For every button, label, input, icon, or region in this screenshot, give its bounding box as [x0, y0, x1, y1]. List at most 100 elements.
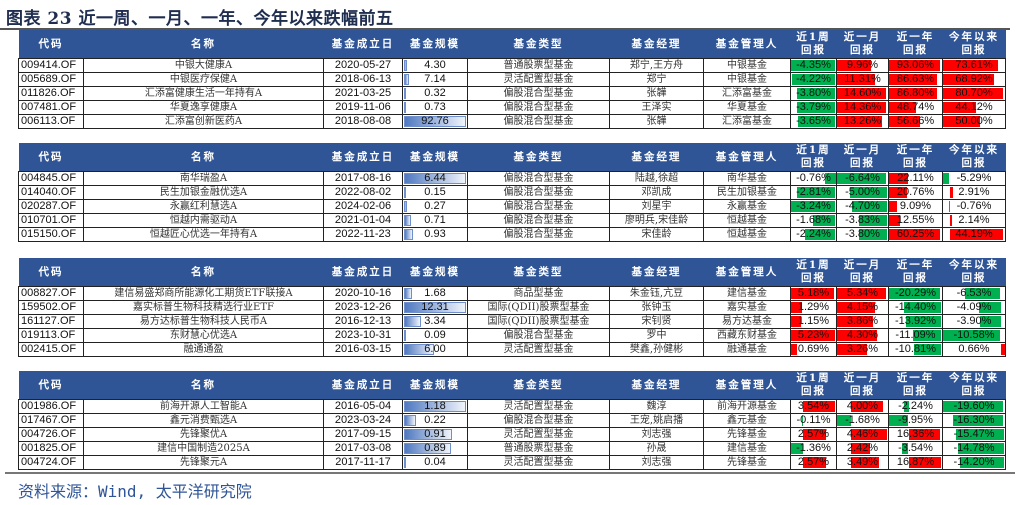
cell-value: -5.00% [845, 186, 880, 199]
cell-fund-company: 先锋基金 [703, 427, 791, 442]
cell-fund-size: 92.76 [402, 114, 468, 129]
cell-fund-manager: 樊鑫,孙健彬 [609, 342, 704, 357]
cell-value: -11.09% [895, 329, 936, 342]
cell-fund-manager: 郑宁 [609, 72, 704, 87]
table-row: 017467.OF 鑫元消费甄选A 2023-03-24 0.22 偏股混合型基金 王宠,… [18, 413, 1006, 428]
negative-return-bar [837, 415, 851, 426]
positive-return-bar [889, 201, 897, 212]
table-row: 007481.OF 华夏逸享健康A 2019-11-06 0.73 偏股混合型基金 王泽实… [18, 100, 1006, 115]
fund-size-bar [404, 330, 406, 341]
cell-fund-type: 普通股票型基金 [467, 58, 610, 73]
cell-value: 华夏基金 [727, 102, 767, 113]
cell-fund-manager: 张韡 [609, 86, 704, 101]
cell-return-1w: -2.81% [790, 185, 837, 200]
cell-value: 86.80% [896, 87, 935, 100]
cell-value: 2017-08-16 [334, 172, 392, 185]
cell-fund-manager: 罗中 [609, 328, 704, 343]
cell-value: 汇添富基金 [722, 88, 772, 99]
cell-fund-type: 偏股混合型基金 [467, 185, 610, 200]
table-row: 005689.OF 中银医疗保健A 2018-06-13 7.14 灵活配置型基金 郑宁 中… [18, 72, 1006, 87]
cell-return-1w: 1.15% [790, 314, 837, 329]
cell-value: -4.70% [845, 200, 880, 213]
cell-value: 3.49% [846, 456, 879, 469]
cell-value: 恒越基金 [727, 229, 767, 240]
header-fund-company: 基金管理人 [703, 371, 791, 400]
cell-value: 2024-02-06 [334, 200, 392, 213]
cell-code: 001986.OF [18, 399, 84, 414]
cell-value: 刘志强 [641, 457, 672, 468]
cell-value: 001986.OF [21, 400, 77, 413]
cell-code: 004726.OF [18, 427, 84, 442]
header-fund-size: 基金规模 [402, 143, 468, 172]
cell-value: 建信易盛郑商所能源化工期货ETF联接A [114, 288, 293, 299]
header-return-1y: 近一年 回报 [888, 371, 943, 400]
cell-value: 12.31 [421, 301, 449, 314]
positive-return-bar [943, 102, 976, 113]
cell-value: 004724.OF [21, 456, 77, 469]
cell-value: 3.34 [424, 315, 446, 328]
cell-fund-type: 灵活配置型基金 [467, 427, 610, 442]
negative-return-bar [913, 330, 942, 341]
cell-return-ytd: -6.53% [942, 286, 1006, 301]
cell-value: 1.68 [424, 287, 446, 300]
cell-value: 中银基金 [727, 74, 767, 85]
negative-return-bar [943, 173, 950, 184]
cell-value: 偏股混合型基金 [503, 187, 574, 198]
cell-name: 鑫元消费甄选A [83, 413, 324, 428]
cell-value: 郑宁,王方舟 [629, 60, 684, 71]
header-return-1w: 近1周 回报 [790, 258, 837, 287]
cell-inception-date: 2017-08-16 [323, 171, 403, 186]
cell-return-ytd: -19.60% [942, 399, 1006, 414]
negative-return-bar [791, 443, 804, 454]
cell-value: -9.95% [898, 414, 933, 427]
cell-return-1m: 3.26% [836, 342, 889, 357]
negative-return-bar [979, 316, 1001, 327]
cell-fund-size: 0.04 [402, 455, 468, 470]
cell-value: 先锋基金 [727, 429, 767, 440]
cell-value: -20.29% [895, 287, 936, 300]
fund-table-section: 代码 名称 基金成立日 基金规模 基金类型 基金经理 基金管理人 近1周 回报 近一月 回报 近一年回… [18, 258, 1006, 357]
negative-return-bar [802, 415, 804, 426]
table-row: 159502.OF 嘉实标普生物科技精选行业ETF 2023-12-26 12.31 国… [18, 300, 1006, 315]
negative-return-bar [948, 201, 950, 212]
cell-value: 樊鑫,孙健彬 [629, 344, 684, 355]
cell-return-ytd: -16.30% [942, 413, 1006, 428]
positive-return-bar [889, 215, 900, 226]
cell-value: 3.54% [797, 400, 830, 413]
cell-value: 偏股混合型基金 [503, 415, 574, 426]
positive-return-bar [889, 74, 937, 85]
cell-value: -6.53% [956, 287, 992, 300]
table-row: 008827.OF 建信易盛郑商所能源化工期货ETF联接A 2020-10-16 1.… [18, 286, 1006, 301]
negative-return-bar [901, 443, 909, 454]
cell-fund-type: 国际(QDII)股票型基金 [467, 300, 610, 315]
cell-value: -1.36% [796, 442, 831, 455]
cell-inception-date: 2017-11-17 [323, 455, 403, 470]
cell-fund-company: 建信基金 [703, 286, 791, 301]
cell-return-ytd: -10.58% [942, 328, 1006, 343]
positive-return-bar [791, 316, 801, 327]
cell-fund-size: 0.15 [402, 185, 468, 200]
header-return-ytd: 今年以来 回报 [942, 258, 1006, 287]
cell-value: -4.22% [796, 73, 831, 86]
fund-size-bar [404, 429, 452, 440]
cell-value: 010701.OF [21, 214, 77, 227]
header-return-1y: 近一年 回报 [888, 143, 943, 172]
cell-name: 中银大健康A [83, 58, 324, 73]
cell-return-1w: -2.24% [790, 227, 837, 242]
cell-value: 56.66% [896, 115, 935, 128]
cell-value: 2.14% [958, 214, 990, 227]
cell-inception-date: 2020-05-27 [323, 58, 403, 73]
header-return-1y: 近一年 回报 [888, 30, 943, 59]
cell-fund-type: 偏股混合型基金 [467, 413, 610, 428]
cell-value: 偏股混合型基金 [503, 116, 574, 127]
table-row: 001986.OF 前海开源人工智能A 2016-05-04 1.18 灵活配置型基金 魏… [18, 399, 1006, 414]
positive-return-bar [837, 88, 887, 99]
cell-value: 孙晟 [646, 443, 667, 454]
cell-inception-date: 2017-09-15 [323, 427, 403, 442]
cell-return-1w: -3.79% [790, 100, 837, 115]
table-header: 代码 名称 基金成立日 基金规模 基金类型 基金经理 基金管理人 近1周 回报 近一月 回报 近一年回… [18, 143, 1006, 172]
cell-fund-size: 0.09 [402, 328, 468, 343]
negative-return-bar [889, 415, 909, 426]
negative-return-bar [791, 201, 835, 212]
header-name: 名称 [83, 30, 324, 59]
